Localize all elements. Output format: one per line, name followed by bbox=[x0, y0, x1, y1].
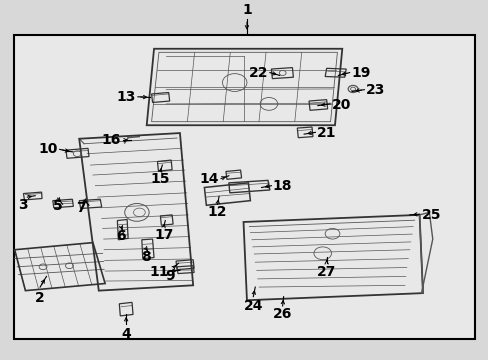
Text: 6: 6 bbox=[116, 229, 126, 243]
Text: 5: 5 bbox=[53, 199, 62, 213]
Text: 22: 22 bbox=[248, 66, 267, 80]
Text: 21: 21 bbox=[316, 126, 336, 140]
Text: 15: 15 bbox=[150, 172, 170, 186]
Text: 20: 20 bbox=[331, 98, 350, 112]
Text: 26: 26 bbox=[272, 307, 292, 321]
Text: 18: 18 bbox=[272, 179, 292, 193]
Text: 9: 9 bbox=[165, 269, 175, 283]
Text: 24: 24 bbox=[243, 299, 263, 313]
Text: 16: 16 bbox=[102, 133, 121, 147]
Text: 8: 8 bbox=[141, 250, 150, 264]
Text: 25: 25 bbox=[421, 208, 440, 222]
Text: 2: 2 bbox=[35, 291, 45, 305]
Bar bbox=[14, 35, 474, 339]
Text: 12: 12 bbox=[207, 205, 227, 219]
Text: 27: 27 bbox=[316, 265, 336, 279]
Text: 7: 7 bbox=[76, 201, 85, 215]
Text: 10: 10 bbox=[38, 143, 58, 157]
Text: 23: 23 bbox=[365, 84, 385, 97]
Text: 3: 3 bbox=[18, 198, 27, 212]
Text: 14: 14 bbox=[199, 172, 219, 186]
Text: 19: 19 bbox=[350, 66, 370, 80]
Text: 13: 13 bbox=[116, 90, 136, 104]
Text: 4: 4 bbox=[121, 327, 131, 341]
Text: 11: 11 bbox=[149, 265, 168, 279]
Text: 1: 1 bbox=[242, 3, 251, 17]
Text: 17: 17 bbox=[154, 228, 173, 242]
